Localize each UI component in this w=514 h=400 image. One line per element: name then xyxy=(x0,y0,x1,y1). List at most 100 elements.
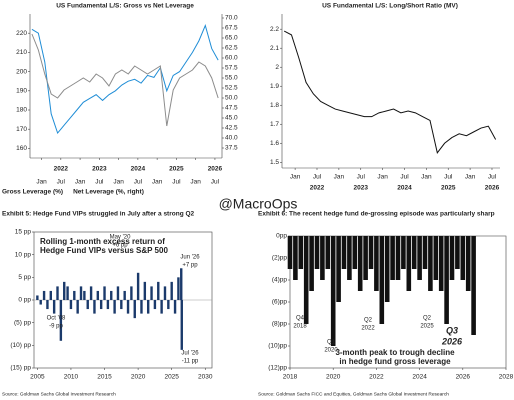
x-tick-label: Jul xyxy=(444,174,453,181)
x-tick-label: 2020 xyxy=(131,374,146,381)
bar xyxy=(465,236,471,291)
y2-tick-label: 67.5 xyxy=(225,25,238,32)
series-line xyxy=(31,23,219,135)
annotation: Q1 xyxy=(327,340,336,346)
bar xyxy=(167,300,170,310)
annotation: 2026 xyxy=(441,336,463,346)
bar xyxy=(363,236,368,280)
y-tick-label: (10) pp xyxy=(10,342,31,349)
annotation: Jul '26 xyxy=(181,351,199,357)
y2-tick-label: 45.0 xyxy=(225,115,238,122)
x-tick-label: Jan xyxy=(36,179,47,186)
x-tick-label: Jan xyxy=(75,179,86,186)
y-tick-label: 0 pp xyxy=(18,297,31,304)
y-tick-label: 1.8 xyxy=(270,102,279,109)
bar xyxy=(347,236,352,280)
x-tick-label: Jul xyxy=(211,179,220,186)
y2-tick-label: 47.5 xyxy=(225,105,238,112)
annotation: May '20 xyxy=(110,235,131,241)
x-tick-label: Jul xyxy=(357,174,366,181)
bar xyxy=(116,286,120,300)
annotation: -11 pp xyxy=(182,359,199,365)
bar xyxy=(99,300,103,310)
bar xyxy=(86,300,89,310)
bar xyxy=(330,236,336,346)
bar xyxy=(157,281,160,300)
bar xyxy=(411,236,417,269)
annotation: +6 pp xyxy=(112,243,128,249)
bar xyxy=(76,300,79,314)
chart-title: US Fundamental L/S: Long/Short Ratio (MV… xyxy=(322,3,458,10)
source-note: Source: Goldman Sachs FICC and Equities,… xyxy=(258,391,449,397)
y2-tick-label: 50.0 xyxy=(225,95,238,102)
year-label: 2024 xyxy=(397,185,412,192)
annotation: Q2 xyxy=(423,316,432,322)
bar xyxy=(390,236,395,280)
bar xyxy=(314,236,320,269)
bar xyxy=(153,300,157,310)
bar xyxy=(428,236,433,291)
x-tick-label: 2018 xyxy=(283,374,298,381)
bar xyxy=(126,300,130,314)
x-tick-label: Jan xyxy=(190,179,201,186)
bar xyxy=(325,236,331,269)
bar xyxy=(36,295,39,300)
bar xyxy=(438,236,444,291)
x-tick-label: 2030 xyxy=(198,374,213,381)
bar xyxy=(93,300,96,314)
bar xyxy=(395,236,401,280)
y-tick-label: (10)pp xyxy=(268,343,287,350)
y-tick-label: 160 xyxy=(16,145,27,152)
bar xyxy=(52,300,56,314)
y2-tick-label: 57.5 xyxy=(225,65,238,72)
legend-entry: Gross Leverage (%) xyxy=(2,189,63,196)
x-tick-label: Jan xyxy=(290,174,301,181)
bar xyxy=(140,300,143,314)
bar xyxy=(422,236,428,269)
x-tick-label: Jan xyxy=(465,174,476,181)
bar xyxy=(177,277,180,300)
bar xyxy=(133,300,136,319)
year-label: 2024 xyxy=(131,166,146,173)
x-tick-label: 2020 xyxy=(326,374,341,381)
bar xyxy=(341,236,347,269)
bar xyxy=(320,236,325,280)
series-line xyxy=(283,30,497,154)
x-tick-label: 2028 xyxy=(499,374,514,381)
y-tick-label: 1.7 xyxy=(270,121,279,128)
bar xyxy=(379,236,385,324)
y-tick-label: 190 xyxy=(16,88,27,95)
x-tick-label: 2026 xyxy=(456,374,471,381)
chart-subtitle: Rolling 1-month excess return of xyxy=(40,237,165,246)
x-tick-label: 2015 xyxy=(97,374,112,381)
chart-subtitle: Hedge Fund VIPs versus S&P 500 xyxy=(40,246,168,255)
y-tick-label: 1.6 xyxy=(270,140,279,147)
y2-tick-label: 65.0 xyxy=(225,35,238,42)
bar xyxy=(83,290,86,300)
bar xyxy=(417,236,422,280)
y-tick-label: 180 xyxy=(16,107,27,114)
annotation: Q2 xyxy=(364,318,373,324)
bar xyxy=(374,236,379,291)
year-label: 2023 xyxy=(354,185,369,192)
y-tick-label: 170 xyxy=(16,126,27,133)
bar xyxy=(309,236,314,291)
x-tick-label: Jan xyxy=(334,174,345,181)
bar xyxy=(39,300,42,305)
y-tick-label: (6)pp xyxy=(272,299,288,306)
bar xyxy=(471,236,476,335)
bar xyxy=(79,286,83,300)
chart-title: Exhibit 5: Hedge Fund VIPs struggled in … xyxy=(2,211,195,218)
source-note: Source: Goldman Sachs Global Investment … xyxy=(2,391,116,397)
y-tick-label: 220 xyxy=(16,30,27,37)
bar xyxy=(293,236,298,280)
y2-tick-label: 55.0 xyxy=(225,75,238,82)
x-tick-label: Jul xyxy=(172,179,181,186)
y-tick-label: (8)pp xyxy=(272,321,288,328)
y-tick-label: 210 xyxy=(16,49,27,56)
x-tick-label: 2025 xyxy=(164,374,179,381)
x-tick-label: Jan xyxy=(152,179,163,186)
annotation: Q3 xyxy=(446,325,458,335)
annotation: 2022 xyxy=(361,326,375,332)
